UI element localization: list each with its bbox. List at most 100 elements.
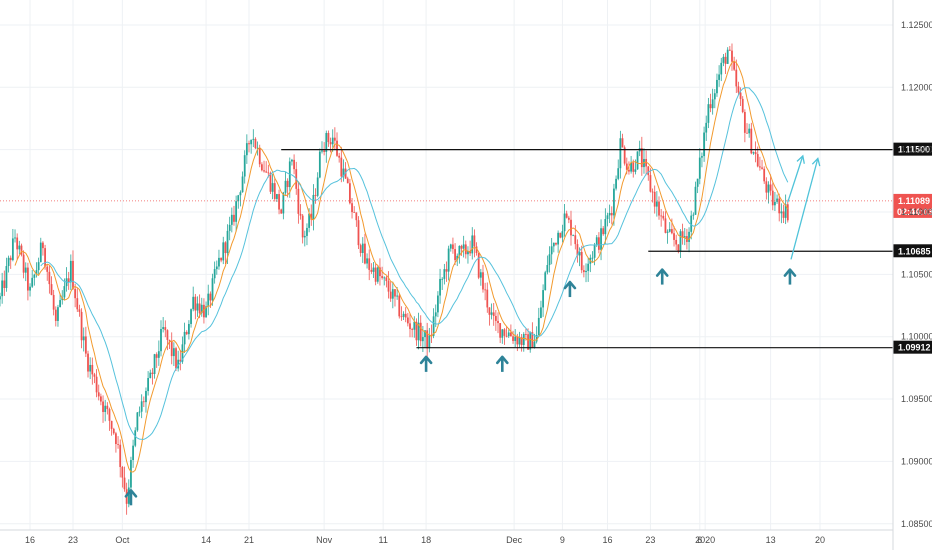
candle-body	[396, 295, 399, 297]
candle	[413, 316, 416, 338]
candle	[662, 211, 665, 221]
candle	[557, 230, 560, 253]
candle-body	[555, 242, 557, 245]
candle-body	[565, 213, 568, 218]
candle-body	[449, 244, 452, 249]
candle-body	[724, 56, 727, 64]
candle-body	[241, 176, 244, 193]
candle-body	[97, 392, 100, 397]
up-arrow-icon	[655, 268, 669, 285]
candle-body	[359, 245, 362, 253]
candle	[673, 225, 675, 247]
candle	[39, 237, 42, 263]
candle	[338, 152, 341, 163]
x-tick-label: 14	[201, 535, 211, 545]
candle-body	[63, 286, 66, 298]
candle	[552, 242, 555, 253]
candle	[452, 237, 454, 254]
candle-body	[11, 238, 14, 261]
candle	[394, 288, 396, 307]
candle	[640, 136, 643, 176]
candle	[151, 368, 154, 385]
candle	[761, 159, 763, 170]
candle-body	[338, 155, 341, 158]
candle	[198, 294, 201, 319]
candle-body	[445, 269, 448, 272]
candle	[473, 229, 476, 258]
candle	[172, 342, 175, 367]
candle	[409, 312, 411, 338]
candle	[155, 352, 158, 368]
candle-body	[185, 331, 188, 335]
candle	[709, 93, 712, 113]
candle-body	[647, 166, 650, 176]
candle-body	[509, 332, 512, 337]
candle-body	[733, 61, 736, 70]
candle	[705, 115, 708, 142]
candle	[778, 193, 781, 222]
candle-body	[668, 229, 671, 232]
moving-average-line	[40, 87, 789, 440]
price-axis[interactable]: 1.08500 1.09000 1.09500 1.10000 1.10500 1.110…	[892, 0, 932, 550]
candle-body	[20, 245, 23, 255]
candle	[42, 241, 44, 256]
candle	[82, 327, 85, 352]
candle-body	[737, 86, 740, 93]
candle-body	[54, 309, 57, 321]
candle-body	[172, 348, 175, 357]
candle	[746, 123, 748, 134]
candle-body	[434, 312, 437, 317]
candle	[185, 330, 188, 336]
level-badge-support-mid[interactable]: 1.10685	[893, 244, 932, 258]
candle	[138, 406, 141, 417]
level-badge-label: 1.10685	[898, 246, 931, 256]
candle	[316, 172, 319, 198]
candle-body	[269, 172, 272, 192]
candle	[205, 301, 207, 318]
candle	[224, 241, 227, 265]
candle	[211, 273, 214, 306]
candle-body	[286, 180, 289, 188]
candle-body	[602, 228, 605, 235]
candle	[589, 254, 592, 273]
candle	[707, 97, 710, 129]
candle-body	[303, 235, 306, 238]
x-tick-label: 13	[766, 535, 776, 545]
candle	[540, 300, 542, 319]
candle	[675, 234, 678, 251]
candle	[11, 228, 14, 262]
up-arrow-head	[496, 355, 509, 365]
candle-body	[314, 194, 317, 196]
candle	[411, 327, 414, 338]
candle-body	[754, 152, 757, 155]
candle	[724, 52, 727, 75]
level-badge-support-low[interactable]: 1.09912	[893, 340, 932, 354]
candle	[385, 275, 388, 288]
candle-body	[774, 201, 776, 206]
candle	[533, 333, 536, 349]
candle-body	[696, 178, 699, 187]
candle	[447, 245, 450, 281]
candle	[567, 215, 570, 224]
candle	[284, 171, 287, 195]
candle-body	[419, 322, 422, 342]
candle	[260, 162, 263, 172]
candle-body	[24, 267, 27, 273]
candle-body	[595, 237, 598, 246]
candle-body	[265, 171, 268, 173]
candle-body	[48, 271, 51, 285]
candle-body	[784, 204, 787, 218]
candle-body	[106, 405, 109, 410]
level-badge-resistance[interactable]: 1.11500	[893, 142, 932, 156]
candle-body	[87, 353, 89, 372]
candle-body	[318, 151, 321, 178]
candle	[499, 323, 502, 344]
candle	[477, 252, 480, 280]
candle-body	[331, 137, 334, 145]
candle-body	[402, 313, 405, 317]
candle	[125, 482, 128, 515]
